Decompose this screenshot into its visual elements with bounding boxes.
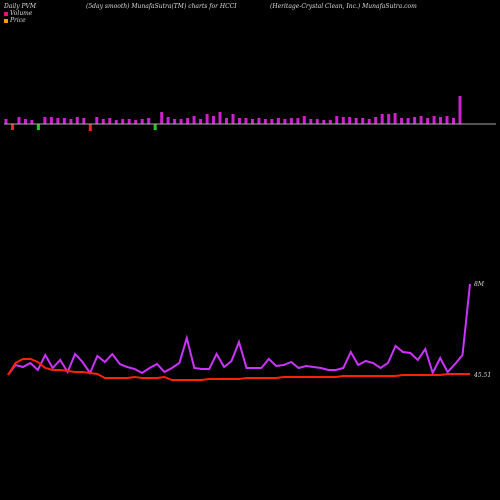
legend-price-swatch	[4, 18, 8, 23]
volume-bar	[244, 118, 248, 124]
volume-bar	[127, 119, 131, 124]
volume-bar	[400, 118, 404, 124]
price-line	[7, 358, 470, 381]
volume-bar	[36, 124, 40, 130]
volume-bar	[231, 114, 235, 124]
volume-bar	[276, 118, 280, 124]
volume-bar	[251, 119, 254, 124]
volume-bar	[4, 119, 8, 124]
volume-bar	[270, 119, 274, 124]
volume-bar	[160, 112, 164, 124]
volume-bar	[452, 118, 455, 124]
legend-volume-label: Volume	[10, 10, 33, 17]
volume-bar	[309, 119, 313, 124]
volume-bar	[238, 118, 241, 124]
volume-bar	[43, 117, 47, 124]
volume-bar	[24, 119, 27, 124]
volume-bar	[82, 118, 86, 124]
volume-bar	[367, 119, 371, 124]
volume-bar	[341, 117, 345, 124]
volume-bar	[108, 118, 112, 124]
volume-bar	[374, 117, 378, 124]
volume-bar	[289, 118, 293, 124]
legend-price: Price	[4, 17, 26, 24]
volume-bar	[88, 124, 92, 131]
volume-bar	[121, 119, 125, 124]
volume-bar	[348, 117, 352, 124]
volume-bar	[186, 118, 190, 124]
legend-volume-swatch	[4, 11, 8, 16]
volume-bar	[296, 118, 300, 124]
volume-bar	[445, 116, 449, 124]
volume-bar	[114, 120, 118, 124]
volume-bar	[387, 114, 391, 124]
volume-bar	[62, 118, 66, 124]
volume-bar	[199, 119, 203, 124]
volume-bar	[134, 120, 138, 124]
volume-bar	[413, 117, 417, 124]
volume-bar	[11, 124, 14, 130]
price-last-label: 45.51	[473, 372, 491, 379]
volume-bar	[56, 118, 60, 124]
volume-bar	[380, 114, 384, 124]
volume-bar	[173, 119, 177, 124]
volume-bar	[166, 117, 170, 124]
volume-bar	[426, 118, 430, 124]
volume-line	[7, 283, 471, 376]
volume-bar	[192, 116, 196, 124]
volume-bar	[17, 117, 21, 124]
volume-bar	[69, 119, 73, 124]
volume-bars	[4, 96, 462, 131]
volume-bar	[225, 118, 228, 124]
volume-bar	[322, 120, 326, 124]
volume-bar	[315, 119, 319, 124]
volume-bar	[218, 112, 222, 124]
volume-bar	[419, 116, 423, 124]
legend-price-label: Price	[10, 17, 26, 24]
legend-volume: Volume	[4, 10, 32, 17]
volume-bar	[283, 119, 287, 124]
volume-bar	[153, 124, 157, 130]
volume-bar	[179, 119, 183, 124]
volume-bar	[257, 118, 261, 124]
volume-bar	[458, 96, 462, 124]
volume-bar	[439, 117, 442, 124]
volume-bar	[393, 113, 397, 124]
chart-header-middle: (5day smooth) MunafaSutra(TM) charts for…	[86, 3, 237, 10]
volume-bar	[263, 119, 267, 124]
volume-bar	[335, 116, 339, 124]
volume-bar	[361, 118, 365, 124]
volume-bar	[432, 116, 436, 124]
volume-last-label: 8M	[474, 281, 485, 288]
volume-bar	[354, 118, 358, 124]
volume-bar	[302, 116, 306, 124]
volume-bar	[140, 119, 144, 124]
volume-bar	[101, 119, 105, 124]
volume-bar	[328, 120, 332, 124]
chart-header-right: (Heritage-Crystal Clean, Inc.) MunafaSut…	[270, 3, 417, 10]
volume-bar	[75, 117, 79, 124]
chart-header-left: Daily PVM	[4, 3, 37, 10]
volume-bar	[212, 116, 215, 124]
volume-bar	[30, 120, 34, 124]
volume-bar	[95, 117, 99, 124]
volume-bar	[205, 114, 209, 124]
volume-bar	[147, 118, 151, 124]
volume-bar	[49, 117, 53, 124]
volume-bar	[406, 118, 410, 124]
